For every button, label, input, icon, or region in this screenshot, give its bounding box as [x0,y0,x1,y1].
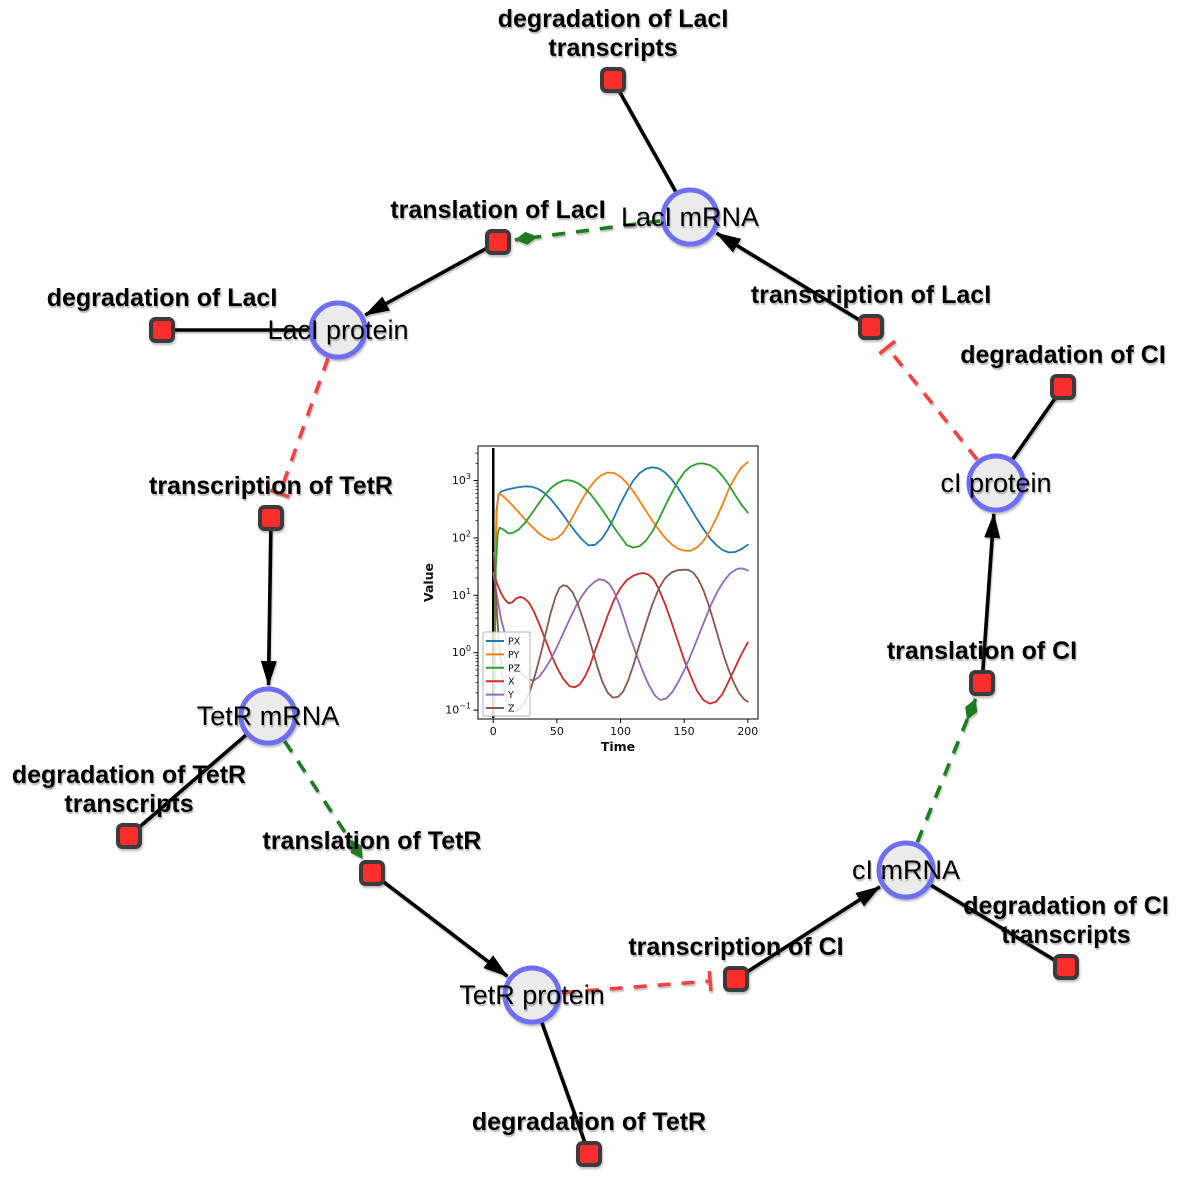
reaction-label-transcription-ci: transcription of CI [628,933,843,961]
edge-translation-tetr-tetr-protein [370,871,509,978]
legend-box [482,631,531,717]
species-node-ci-mrna [876,840,936,900]
species-node-laci-mrna [660,187,720,247]
reaction-label-deg-ci-transcripts: degradation of CI [963,892,1169,920]
reaction-label-deg-laci: degradation of LacI [47,284,278,312]
reaction-node-deg-laci [149,317,175,343]
reaction-label-translation-tetr: translation of TetR [263,827,482,855]
species-node-laci-protein [308,300,368,360]
series-Z [493,551,749,713]
species-label-laci-mrna: LacI mRNA [621,202,759,232]
x-tick-label: 150 [674,725,695,738]
reaction-node-deg-ci [1050,374,1076,400]
legend-label-PX: PX [508,637,521,648]
species-label-laci-protein: LacI protein [267,315,408,345]
species-node-ci-protein [966,453,1026,513]
edge-translation-ci-ci-protein [980,512,1001,684]
edge-tetr-protein-transcription-ci-tbar [707,970,713,992]
edge-translation-laci-laci-protein [364,240,499,317]
reaction-node-transcription-ci [723,966,749,992]
x-axis-title: Time [601,739,635,754]
reaction-label-deg-tetr: degradation of TetR [472,1108,706,1136]
reaction-node-deg-tetr-transcripts [116,823,142,849]
species-label-ci-mrna: cI mRNA [852,855,960,885]
reaction-node-deg-tetr [576,1141,602,1167]
reaction-node-deg-laci-transcripts [600,67,626,93]
y-tick-label: 10−1 [445,702,471,717]
reaction-label-deg-tetr-transcripts: transcripts [64,790,193,818]
y-tick-label: 103 [452,472,471,487]
x-tick-label: 50 [550,725,564,738]
reaction-label-deg-ci: degradation of CI [960,341,1166,369]
reaction-label-transcription-tetr: transcription of TetR [149,472,393,500]
edge-ci-protein-transcription-laci-tbar [878,339,897,355]
reaction-label-translation-laci: translation of LacI [390,196,605,224]
x-tick-label: 0 [490,725,497,738]
species-node-tetr-mrna [238,686,298,746]
edge-laci-protein-transcription-tetr-tbar [269,488,290,499]
reaction-label-deg-tetr-transcripts: degradation of TetR [12,761,246,789]
edge-ci-mrna-translation-ci [915,698,978,843]
reaction-node-transcription-laci [858,314,884,340]
series-PX [493,466,749,711]
legend-label-X: X [508,677,515,688]
species-node-tetr-protein [502,965,562,1025]
reaction-node-deg-ci-transcripts [1053,954,1079,980]
reaction-node-translation-laci [485,229,511,255]
species-label-tetr-protein: TetR protein [459,980,605,1010]
reaction-label-deg-ci-transcripts: transcripts [1001,921,1130,949]
x-tick-label: 200 [737,725,758,738]
y-axis-title: Value [421,563,436,602]
reaction-node-transcription-tetr [258,505,284,531]
nodes-layer [116,67,1079,1167]
x-tick-label: 100 [610,725,631,738]
reaction-label-translation-ci: translation of CI [887,637,1077,665]
chart-root: 103 102 101 100 10−1 0 50 100 150 200 Time Value PX P… [421,445,759,754]
edge-tetr-protein-transcription-ci [561,979,711,995]
species-label-tetr-mrna: TetR mRNA [197,701,340,731]
species-label-ci-protein: cI protein [940,468,1051,498]
chart-frame [477,445,759,720]
reaction-label-deg-laci-transcripts: degradation of LacI [498,5,729,33]
series-X [492,571,749,705]
series-PZ [493,462,749,711]
y-tick-label: 100 [452,644,471,659]
legend-label-PY: PY [508,650,520,661]
y-tick-label: 102 [452,529,471,544]
edge-transcription-laci-laci-mrna [715,231,872,329]
edge-ci-mrna-deg-ci-transcripts [905,868,1067,969]
labels-layer: LacI mRNA LacI protein TetR mRNA TetR prote… [12,5,1169,1136]
legend-label-PZ: PZ [508,663,521,674]
edges-layer [127,79,1067,1155]
edge-laci-mrna-translation-laci [514,219,661,245]
edge-transcription-tetr-tetr-mrna [260,517,277,687]
reaction-node-translation-tetr [359,860,385,886]
edge-transcription-ci-ci-mrna [735,885,881,981]
legend-label-Y: Y [507,690,514,701]
reaction-label-deg-laci-transcripts: transcripts [548,34,677,62]
reaction-node-translation-ci [969,670,995,696]
edge-tetr-mrna-deg-tetr-transcripts [127,714,270,838]
series-PY [493,461,749,711]
inset-chart: 103 102 101 100 10−1 0 50 100 150 200 Time Value PX P… [421,445,759,754]
y-tick-label: 101 [452,587,471,602]
legend-label-Z: Z [508,704,515,715]
reaction-label-transcription-laci: transcription of LacI [751,281,991,309]
